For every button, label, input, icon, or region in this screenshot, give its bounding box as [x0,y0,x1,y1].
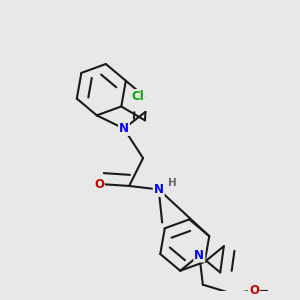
Text: N: N [154,183,164,196]
Text: O: O [249,284,259,297]
Text: H: H [167,178,176,188]
Text: N: N [194,249,204,262]
Text: N: N [119,122,129,135]
Text: O: O [94,178,104,191]
Text: Cl: Cl [132,90,145,103]
